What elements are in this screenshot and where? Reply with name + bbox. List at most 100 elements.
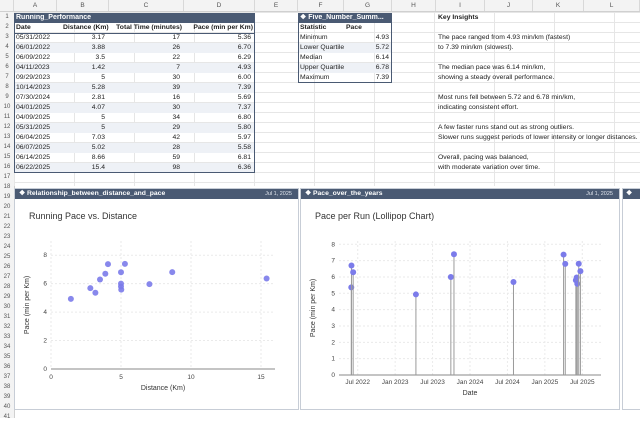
row-header[interactable]: 22 [3,224,11,230]
table-cell[interactable]: 5 [101,74,105,81]
row-header[interactable]: 26 [3,264,11,270]
table-cell[interactable]: 28 [172,144,180,151]
table-cell[interactable]: 5.58 [237,144,251,151]
row-header[interactable]: 19 [3,194,11,200]
cell-grid[interactable] [14,12,640,186]
table-cell[interactable]: 05/31/2022 [16,34,51,41]
column-heading[interactable]: Pace [346,24,362,31]
scatter-pane-titlebar[interactable]: ❖ Relationship_between_distance_and_pace… [15,189,298,199]
row-header[interactable]: 20 [3,204,11,210]
row-header[interactable]: 37 [3,374,11,380]
row-header[interactable]: 29 [3,294,11,300]
table-cell[interactable]: 6.14 [375,54,389,61]
column-header[interactable]: F [298,0,344,11]
table-cell[interactable]: 3.88 [91,44,105,51]
column-header[interactable]: I [436,0,485,11]
table-cell[interactable]: 42 [172,134,180,141]
row-header[interactable]: 35 [3,354,11,360]
table-cell[interactable]: 22 [172,54,180,61]
table-cell[interactable]: 06/22/2025 [16,164,51,171]
table-cell[interactable]: 4.07 [91,104,105,111]
table-cell[interactable]: 8.66 [91,154,105,161]
table-cell[interactable]: Maximum [300,74,330,81]
row-header[interactable]: 23 [3,234,11,240]
table-cell[interactable]: 09/29/2023 [16,74,51,81]
row-header[interactable]: 8 [5,84,9,90]
row-header[interactable]: 3 [5,34,9,40]
column-header[interactable]: A [14,0,57,11]
column-header[interactable]: D [184,0,255,11]
lollipop-pane-titlebar[interactable]: ❖ Pace_over_the_years Jul 1, 2025 [301,189,619,199]
table-cell[interactable]: 07/30/2024 [16,94,51,101]
table-cell[interactable]: 5.72 [375,44,389,51]
column-header[interactable]: J [485,0,533,11]
table-cell[interactable]: 15.4 [91,164,105,171]
table-cell[interactable]: 6.29 [237,54,251,61]
table-cell[interactable]: 7 [176,64,180,71]
table-cell[interactable]: 39 [172,84,180,91]
column-heading[interactable]: Total Time (minutes) [116,24,182,31]
table-cell[interactable]: 17 [172,34,180,41]
row-header[interactable]: 10 [3,104,11,110]
table-cell[interactable]: 10/14/2023 [16,84,51,91]
third-chart-pane-partial[interactable]: ❖ [622,188,640,410]
column-header[interactable]: H [392,0,436,11]
row-header[interactable]: 2 [5,24,9,30]
column-header[interactable]: K [533,0,584,11]
row-header[interactable]: 4 [5,44,9,50]
table-cell[interactable]: 30 [172,104,180,111]
row-header[interactable]: 27 [3,274,11,280]
table-cell[interactable]: 4.93 [237,64,251,71]
table-cell[interactable]: 5.97 [237,134,251,141]
table-cell[interactable]: 5 [101,114,105,121]
row-header[interactable]: 28 [3,284,11,290]
column-heading[interactable]: Pace (min per Km) [193,24,253,31]
column-header[interactable]: B [57,0,109,11]
table-cell[interactable]: 5 [101,124,105,131]
table-cell[interactable]: 05/31/2025 [16,124,51,131]
table-cell[interactable]: Upper Quartile [300,64,345,71]
table-cell[interactable]: 06/01/2022 [16,44,51,51]
table-cell[interactable]: 7.37 [237,104,251,111]
select-all-corner[interactable] [0,0,14,11]
table-cell[interactable]: 6.81 [237,154,251,161]
table-cell[interactable]: 04/11/2023 [16,64,50,71]
table-cell[interactable]: 6.78 [375,64,389,71]
row-header[interactable]: 38 [3,384,11,390]
row-header[interactable]: 6 [5,64,9,70]
column-header[interactable]: G [344,0,392,11]
row-header[interactable]: 11 [3,114,11,120]
row-header[interactable]: 18 [3,184,11,190]
table-cell[interactable]: 4.93 [375,34,389,41]
row-header[interactable]: 30 [3,304,11,310]
table-cell[interactable]: Median [300,54,323,61]
table-cell[interactable]: 16 [172,94,180,101]
table-cell[interactable]: 5.02 [91,144,105,151]
table-cell[interactable]: 6.36 [237,164,251,171]
row-header[interactable]: 25 [3,254,11,260]
table-cell[interactable]: 30 [172,74,180,81]
table-cell[interactable]: 7.03 [91,134,105,141]
row-header[interactable]: 9 [5,94,9,100]
table-cell[interactable]: 04/09/2025 [16,114,51,121]
row-header[interactable]: 13 [3,134,11,140]
row-header[interactable]: 12 [3,124,11,130]
table-cell[interactable]: 3.17 [91,34,105,41]
table-cell[interactable]: 7.39 [375,74,389,81]
row-header[interactable]: 31 [3,314,11,320]
lollipop-chart-pane[interactable]: ❖ Pace_over_the_years Jul 1, 2025 Pace p… [300,188,620,410]
running-table-title[interactable]: Running_Performance [14,13,255,23]
row-header[interactable]: 39 [3,394,11,400]
row-header[interactable]: 32 [3,324,11,330]
table-cell[interactable]: 2.81 [91,94,105,101]
row-header[interactable]: 7 [5,74,9,80]
table-cell[interactable]: 1.42 [91,64,105,71]
row-header[interactable]: 21 [3,214,11,220]
table-cell[interactable]: 5.36 [237,34,251,41]
row-header[interactable]: 41 [3,414,11,420]
row-header[interactable]: 33 [3,334,11,340]
table-cell[interactable]: 5.80 [237,124,251,131]
table-cell[interactable]: 3.5 [95,54,105,61]
row-header[interactable]: 16 [3,164,11,170]
row-header[interactable]: 14 [3,144,11,150]
